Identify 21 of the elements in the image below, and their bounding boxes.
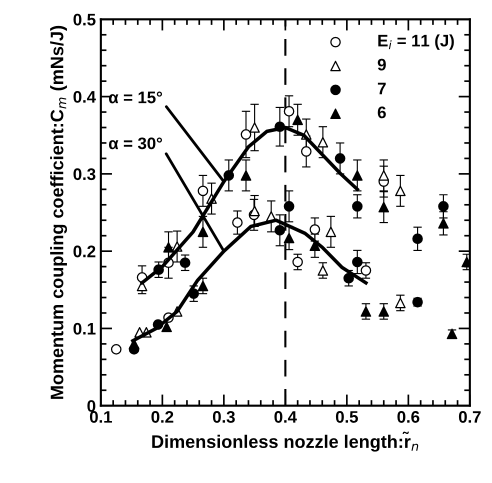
legend-label: 7: [378, 82, 386, 94]
x-tick-label: 0.2: [151, 411, 174, 423]
x-tick-label: 0.6: [397, 411, 420, 423]
annotation: α = 15°: [108, 92, 162, 104]
y-tick-label: 0.4: [73, 91, 96, 103]
y-tick-label: 0.3: [73, 168, 96, 180]
x-tick-label: 0.5: [336, 411, 358, 423]
y-tick-label: 0.2: [73, 246, 96, 258]
x-tick-label: 0.3: [212, 411, 235, 423]
y-axis-title: Momentum coupling coefficient:C$_{m}$ (mNs/J): [50, 26, 68, 399]
y-tick-label: 0: [87, 400, 96, 412]
x-tick-label: 0.1: [90, 411, 112, 423]
x-axis-title: Dimensionless nozzle length:r̃$_{n}$: [152, 432, 418, 452]
annotation: α = 30°: [108, 137, 162, 150]
legend-label: 9: [378, 58, 386, 71]
x-tick-label: 0.4: [274, 411, 297, 423]
y-tick-label: 0.1: [73, 322, 96, 335]
legend-label: E$_{i}$ = 11 (J): [378, 34, 454, 50]
x-tick-label: 0.7: [458, 411, 481, 423]
legend-label: 6: [378, 106, 386, 118]
y-tick-label: 0.5: [73, 14, 96, 26]
